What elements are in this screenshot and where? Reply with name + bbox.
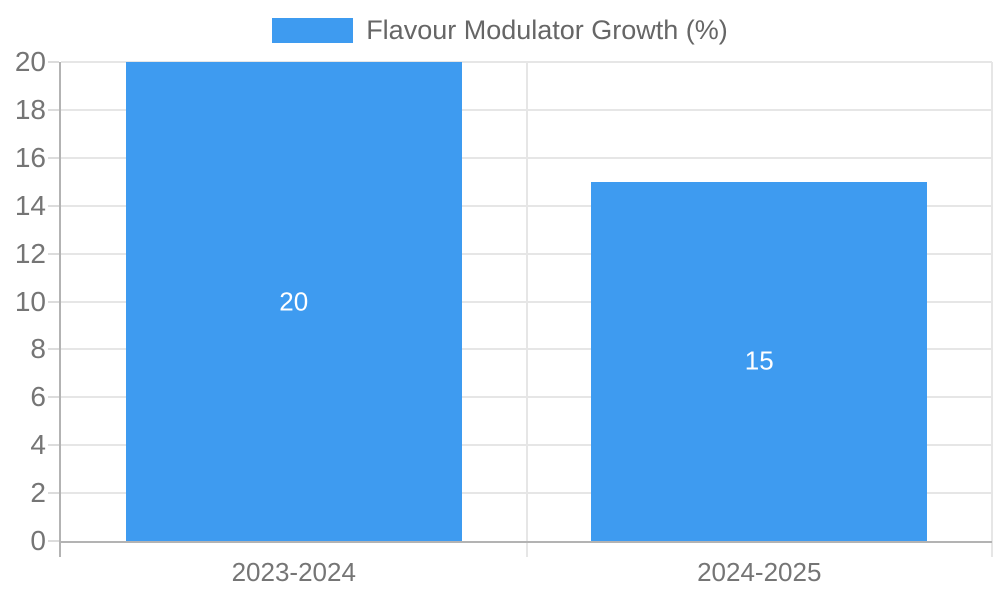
y-tick-mark-18 — [48, 108, 59, 111]
y-tick-label-0: 0 — [30, 525, 46, 556]
plot-area: 20 15 — [48, 61, 993, 557]
bar-value-label-2023-2024: 20 — [279, 286, 309, 316]
y-tick-mark-12 — [48, 252, 59, 255]
y-tick-mark-20 — [48, 61, 59, 63]
x-tick-label-2024-2025: 2024-2025 — [697, 557, 822, 587]
y-tick-label-8: 8 — [30, 333, 46, 365]
y-tick-label-4: 4 — [30, 429, 46, 461]
y-tick-label-12: 12 — [14, 237, 46, 269]
y-tick-mark-4 — [48, 444, 59, 447]
y-tick-mark-8 — [48, 348, 59, 351]
y-tick-label-6: 6 — [30, 381, 46, 413]
y-tick-mark-0 — [48, 540, 59, 542]
x-axis-line — [59, 541, 992, 543]
gridline-category-boundary — [525, 62, 528, 557]
legend-item[interactable]: Flavour Modulator Growth (%) — [272, 15, 728, 46]
y-axis-labels: 0 2 4 6 8 10 12 14 16 18 20 — [0, 48, 46, 555]
legend: Flavour Modulator Growth (%) — [0, 15, 1000, 46]
bar-2023-2024[interactable]: 20 — [125, 62, 462, 541]
y-tick-label-14: 14 — [14, 189, 46, 221]
y-tick-mark-10 — [48, 300, 59, 303]
y-tick-mark-16 — [48, 156, 59, 159]
x-tick-label-2023-2024: 2023-2024 — [231, 557, 356, 587]
y-tick-mark-14 — [48, 204, 59, 207]
y-axis-line — [59, 62, 61, 557]
legend-label: Flavour Modulator Growth (%) — [366, 15, 728, 45]
y-tick-mark-2 — [48, 492, 59, 495]
legend-swatch — [272, 18, 354, 43]
x-axis-labels: 2023-2024 2024-2025 — [61, 559, 992, 591]
y-tick-label-16: 16 — [14, 141, 46, 173]
bar-2024-2025[interactable]: 15 — [591, 181, 928, 541]
y-tick-label-18: 18 — [14, 93, 46, 125]
bar-value-label-2024-2025: 15 — [744, 345, 774, 376]
y-tick-label-10: 10 — [14, 285, 46, 317]
gridline-right-edge — [991, 62, 993, 557]
y-tick-label-2: 2 — [30, 477, 46, 509]
y-tick-label-20: 20 — [14, 46, 46, 77]
y-tick-mark-6 — [48, 396, 59, 399]
